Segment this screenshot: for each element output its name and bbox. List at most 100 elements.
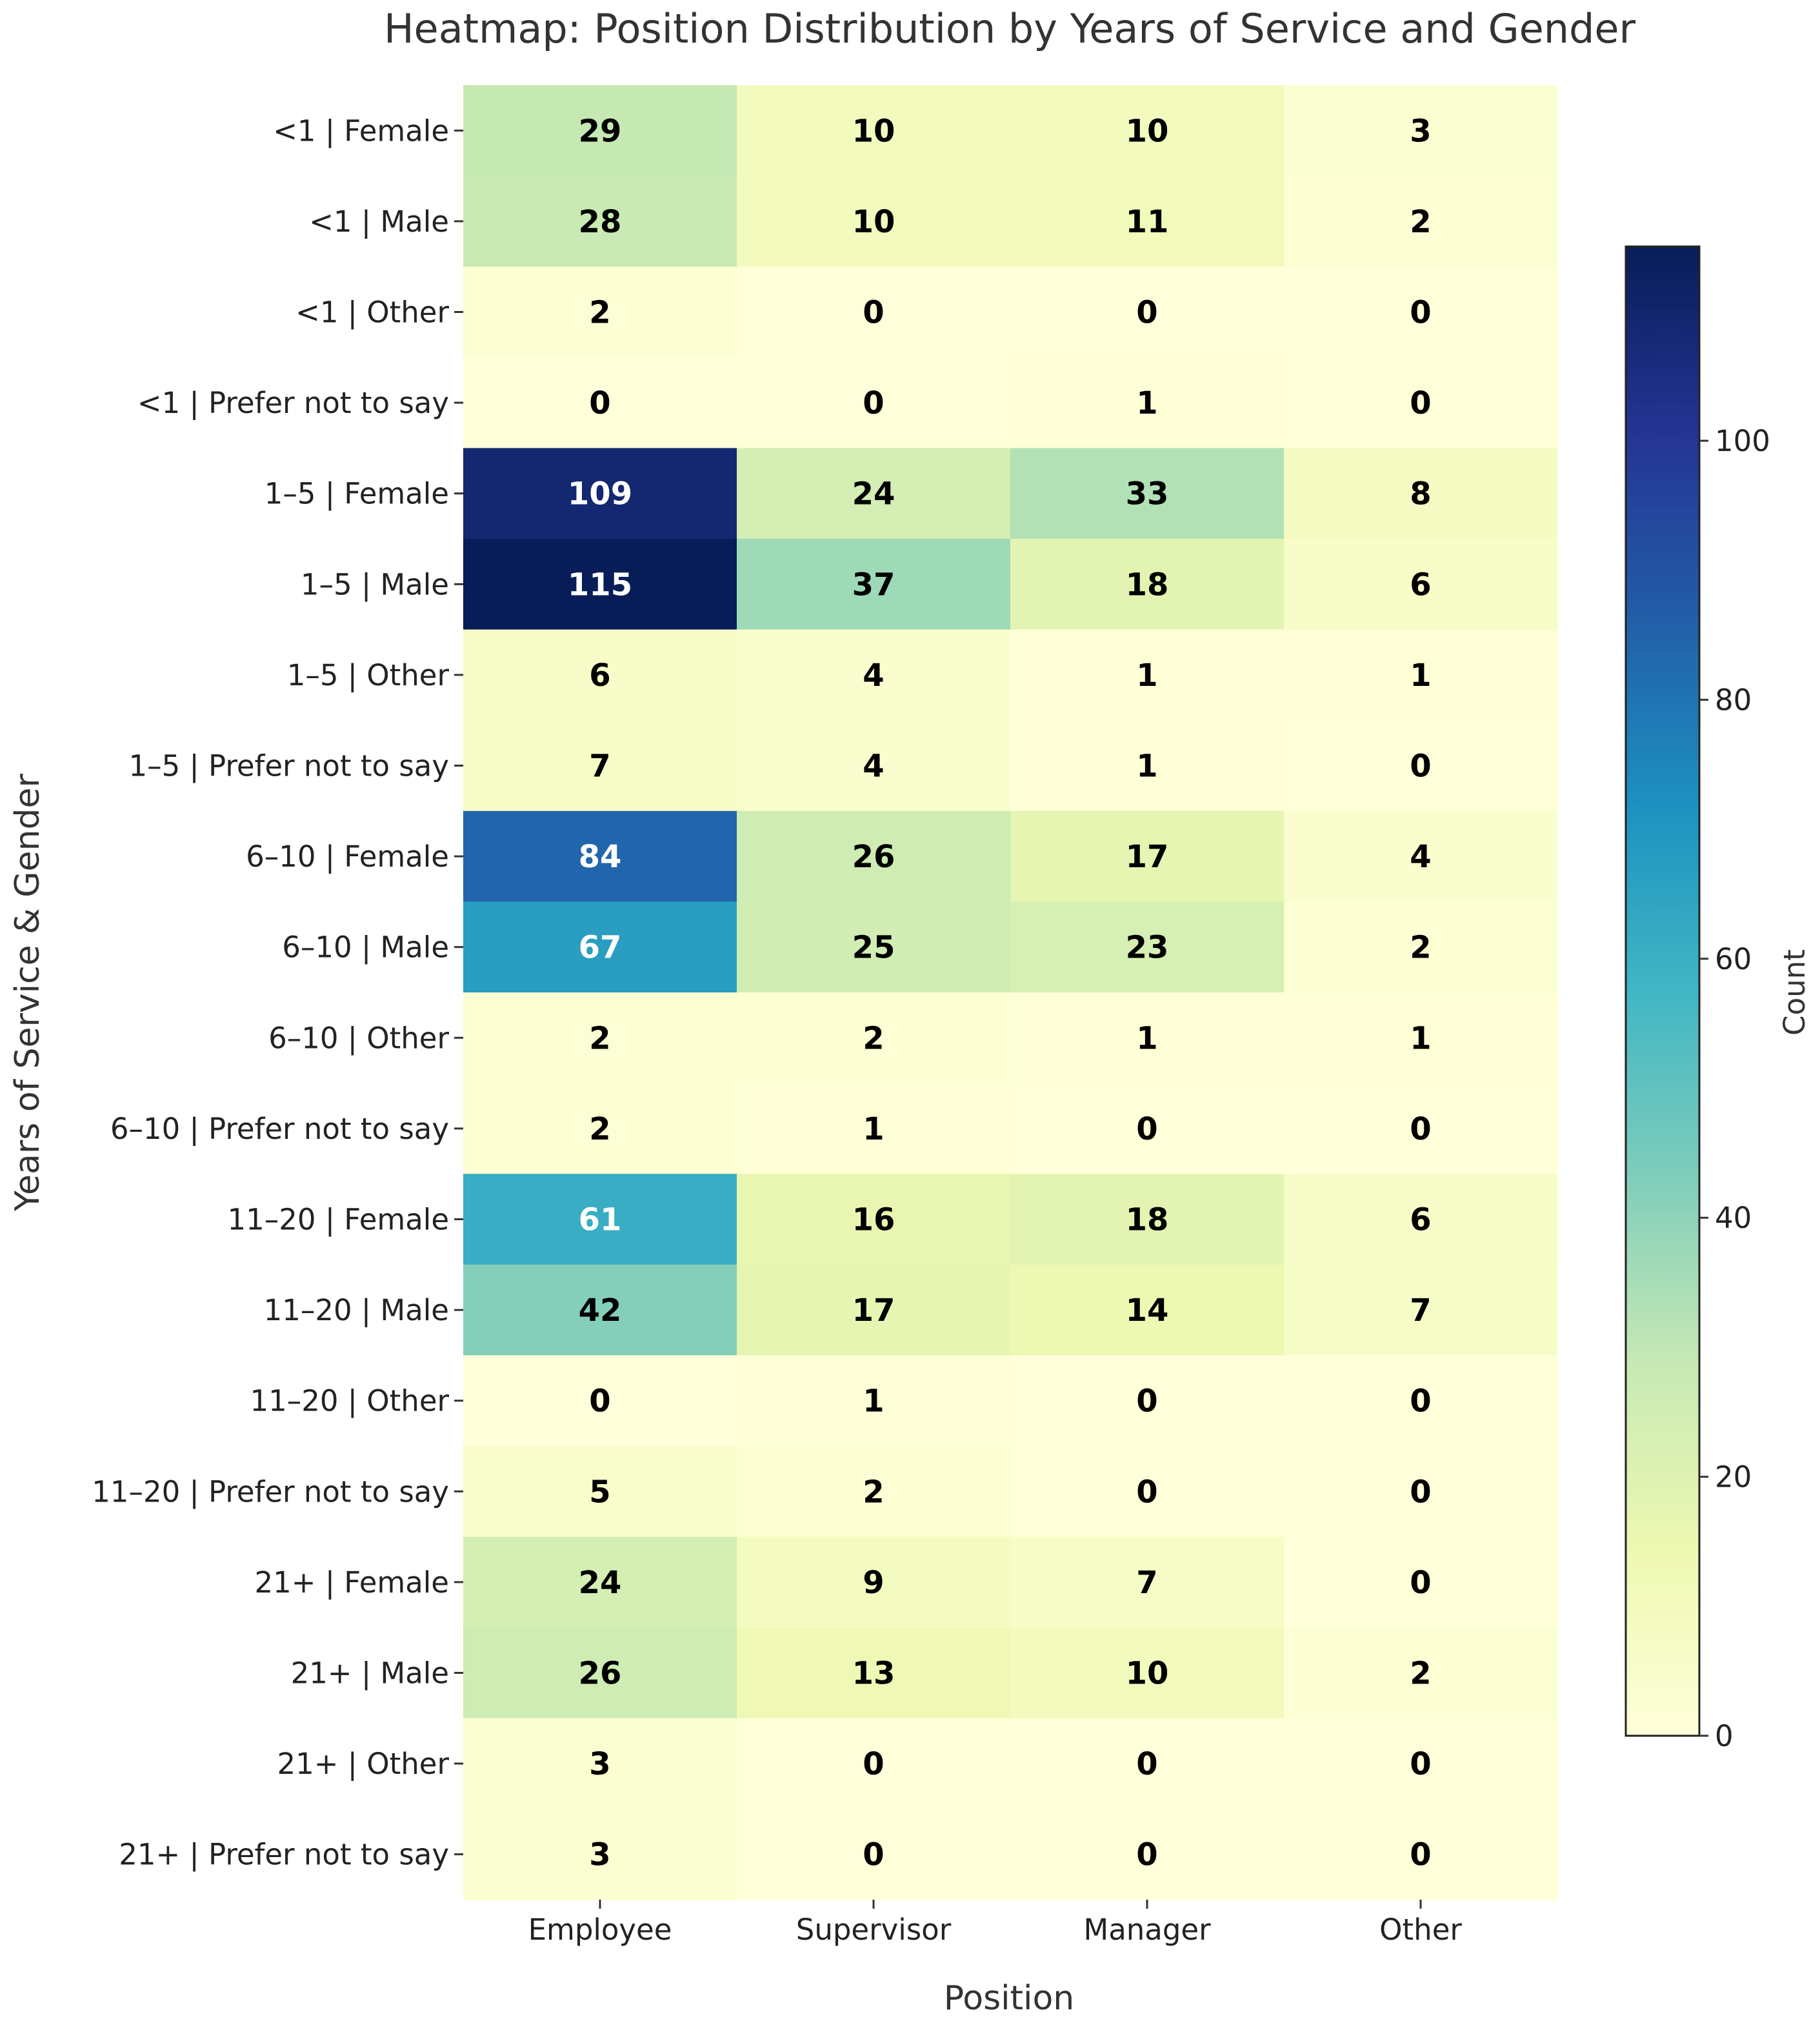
cell-value-label: 17	[852, 1292, 895, 1329]
cell-value-label: 18	[1126, 567, 1169, 603]
cell-value-label: 4	[1410, 839, 1431, 875]
heatmap-cell	[463, 1174, 737, 1265]
cell-value-label: 0	[1136, 295, 1157, 331]
x-axis-ticks: Employee Supervisor Manager Other	[528, 1900, 1462, 1947]
cell-value-label: 6	[1410, 1202, 1431, 1238]
heatmap-cell	[1010, 1536, 1285, 1628]
heatmap-cell	[463, 1264, 737, 1356]
heatmap-cell	[1284, 1536, 1558, 1628]
heatmap-cell	[1010, 901, 1285, 993]
colorbar-label: Count	[1777, 949, 1812, 1036]
cell-value-label: 61	[579, 1202, 622, 1238]
heatmap-cell	[737, 1627, 1011, 1719]
heatmap-cell	[737, 448, 1011, 539]
cell-value-label: 2	[863, 1020, 884, 1056]
y-tick-label: 11–20 | Female	[228, 1203, 450, 1237]
heatmap-cell	[1010, 1264, 1285, 1356]
cell-value-label: 8	[1410, 476, 1431, 512]
heatmap-cell	[463, 720, 737, 812]
heatmap-cell	[737, 85, 1011, 177]
cell-value-label: 29	[579, 113, 622, 149]
heatmap-cell	[1284, 357, 1558, 448]
cell-value-label: 1	[1136, 385, 1157, 421]
cell-value-label: 25	[852, 930, 895, 966]
heatmap-cell	[737, 1446, 1011, 1538]
heatmap-cell	[1010, 1174, 1285, 1265]
y-tick-label: 1–5 | Male	[301, 567, 449, 601]
y-tick-label: 21+ | Other	[277, 1747, 449, 1781]
cell-value-label: 28	[579, 204, 622, 240]
heatmap-cell	[737, 176, 1011, 267]
heatmap-cell	[1284, 266, 1558, 358]
cell-value-label: 2	[589, 1111, 610, 1147]
heatmap-cell	[1284, 1809, 1558, 1900]
heatmap-cell	[1284, 539, 1558, 630]
cell-value-label: 2	[863, 1474, 884, 1510]
cell-value-label: 2	[1410, 1656, 1431, 1692]
y-tick-label: 11–20 | Male	[264, 1293, 449, 1327]
cell-value-label: 6	[1410, 567, 1431, 603]
cell-value-label: 67	[579, 930, 622, 966]
y-tick-label: 6–10 | Male	[282, 930, 449, 965]
cell-value-label: 26	[579, 1656, 622, 1692]
cell-value-label: 0	[1410, 1837, 1431, 1873]
heatmap-cell	[463, 1446, 737, 1538]
heatmap-cell	[737, 1809, 1011, 1900]
cell-value-label: 0	[589, 385, 610, 421]
heatmap-cell	[1010, 1355, 1285, 1447]
y-tick-label: 21+ | Prefer not to say	[119, 1838, 449, 1872]
heatmap-cell	[463, 1536, 737, 1628]
cell-value-label: 84	[579, 839, 622, 875]
y-tick-label: <1 | Prefer not to say	[137, 386, 449, 420]
heatmap-cell	[1010, 720, 1285, 812]
heatmap-cell	[463, 1355, 737, 1447]
cell-value-label: 2	[589, 1020, 610, 1056]
heatmap-cell	[737, 720, 1011, 812]
heatmap-cell	[737, 357, 1011, 448]
colorbar-tick-label: 100	[1715, 424, 1770, 458]
heatmap-cell	[1010, 357, 1285, 448]
heatmap-cell	[1010, 1083, 1285, 1174]
cell-value-label: 10	[852, 204, 895, 240]
y-tick-label: 11–20 | Prefer not to say	[92, 1474, 449, 1509]
x-tick-label: Other	[1379, 1913, 1462, 1947]
heatmap-cell	[1284, 1627, 1558, 1719]
cell-value-label: 0	[1410, 295, 1431, 331]
cell-value-label: 24	[579, 1565, 622, 1601]
y-tick-label: 6–10 | Other	[268, 1021, 449, 1055]
cell-value-label: 18	[1126, 1202, 1169, 1238]
heatmap-cell	[737, 1718, 1011, 1809]
cell-value-label: 0	[1410, 1111, 1431, 1147]
cell-value-label: 3	[589, 1837, 610, 1873]
cell-value-label: 0	[1136, 1111, 1157, 1147]
colorbar-ticks: 0 20 40 60 80 100	[1699, 424, 1770, 1753]
cell-value-label: 1	[1136, 1020, 1157, 1056]
cell-value-label: 0	[1410, 749, 1431, 785]
heatmap-cell	[1284, 810, 1558, 902]
cell-value-label: 0	[589, 1383, 610, 1420]
cell-value-label: 33	[1126, 476, 1169, 512]
heatmap-cell	[463, 992, 737, 1084]
heatmap-cell	[1010, 992, 1285, 1084]
heatmap-cell	[1284, 1355, 1558, 1447]
y-tick-label: 21+ | Male	[291, 1656, 449, 1691]
cell-value-label: 1	[1136, 749, 1157, 785]
y-axis-ticks: <1 | Female <1 | Male <1 | Other <1 | Prefe…	[92, 114, 463, 1872]
heatmap-cell	[1010, 629, 1285, 721]
heatmap-cell	[737, 1355, 1011, 1447]
heatmap-cell	[463, 901, 737, 993]
colorbar-tick-label: 40	[1715, 1201, 1752, 1235]
heatmap-cell	[737, 810, 1011, 902]
cell-value-label: 2	[589, 295, 610, 331]
y-tick-label: <1 | Male	[309, 205, 449, 239]
y-tick-label: 1–5 | Prefer not to say	[128, 749, 449, 783]
cell-value-label: 13	[852, 1656, 895, 1692]
colorbar-tick-label: 20	[1715, 1460, 1752, 1494]
cell-value-label: 0	[1410, 1383, 1431, 1420]
y-tick-label: 1–5 | Female	[265, 477, 449, 511]
colorbar-tick-label: 80	[1715, 683, 1752, 717]
heatmap-cell	[1284, 85, 1558, 177]
heatmap-cell	[1284, 1083, 1558, 1174]
x-tick-label: Manager	[1083, 1913, 1211, 1947]
heatmap-cell	[737, 992, 1011, 1084]
